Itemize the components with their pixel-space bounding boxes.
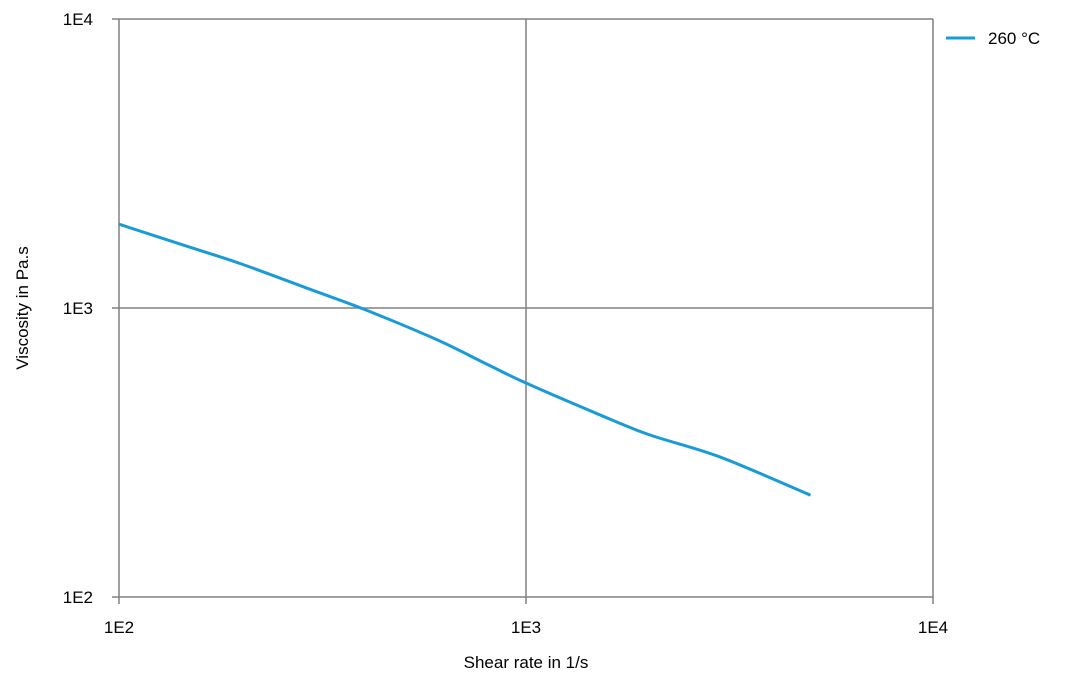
legend-label: 260 °C	[988, 29, 1040, 48]
x-axis-title: Shear rate in 1/s	[464, 653, 589, 672]
x-tick-label: 1E4	[918, 618, 948, 637]
series-line	[118, 222, 812, 497]
y-tick-label: 1E3	[63, 299, 93, 318]
y-axis-title: Viscosity in Pa.s	[13, 246, 32, 369]
y-tick-label: 1E4	[63, 10, 93, 29]
x-tick-label: 1E3	[511, 618, 541, 637]
grid	[118, 18, 934, 598]
series-layer	[118, 222, 812, 497]
legend: 260 °C	[946, 29, 1040, 48]
y-tick-label: 1E2	[63, 588, 93, 607]
x-tick-label: 1E2	[104, 618, 134, 637]
axis-ticks: 1E2 1E3 1E4 1E2 1E3 1E4	[63, 10, 948, 637]
